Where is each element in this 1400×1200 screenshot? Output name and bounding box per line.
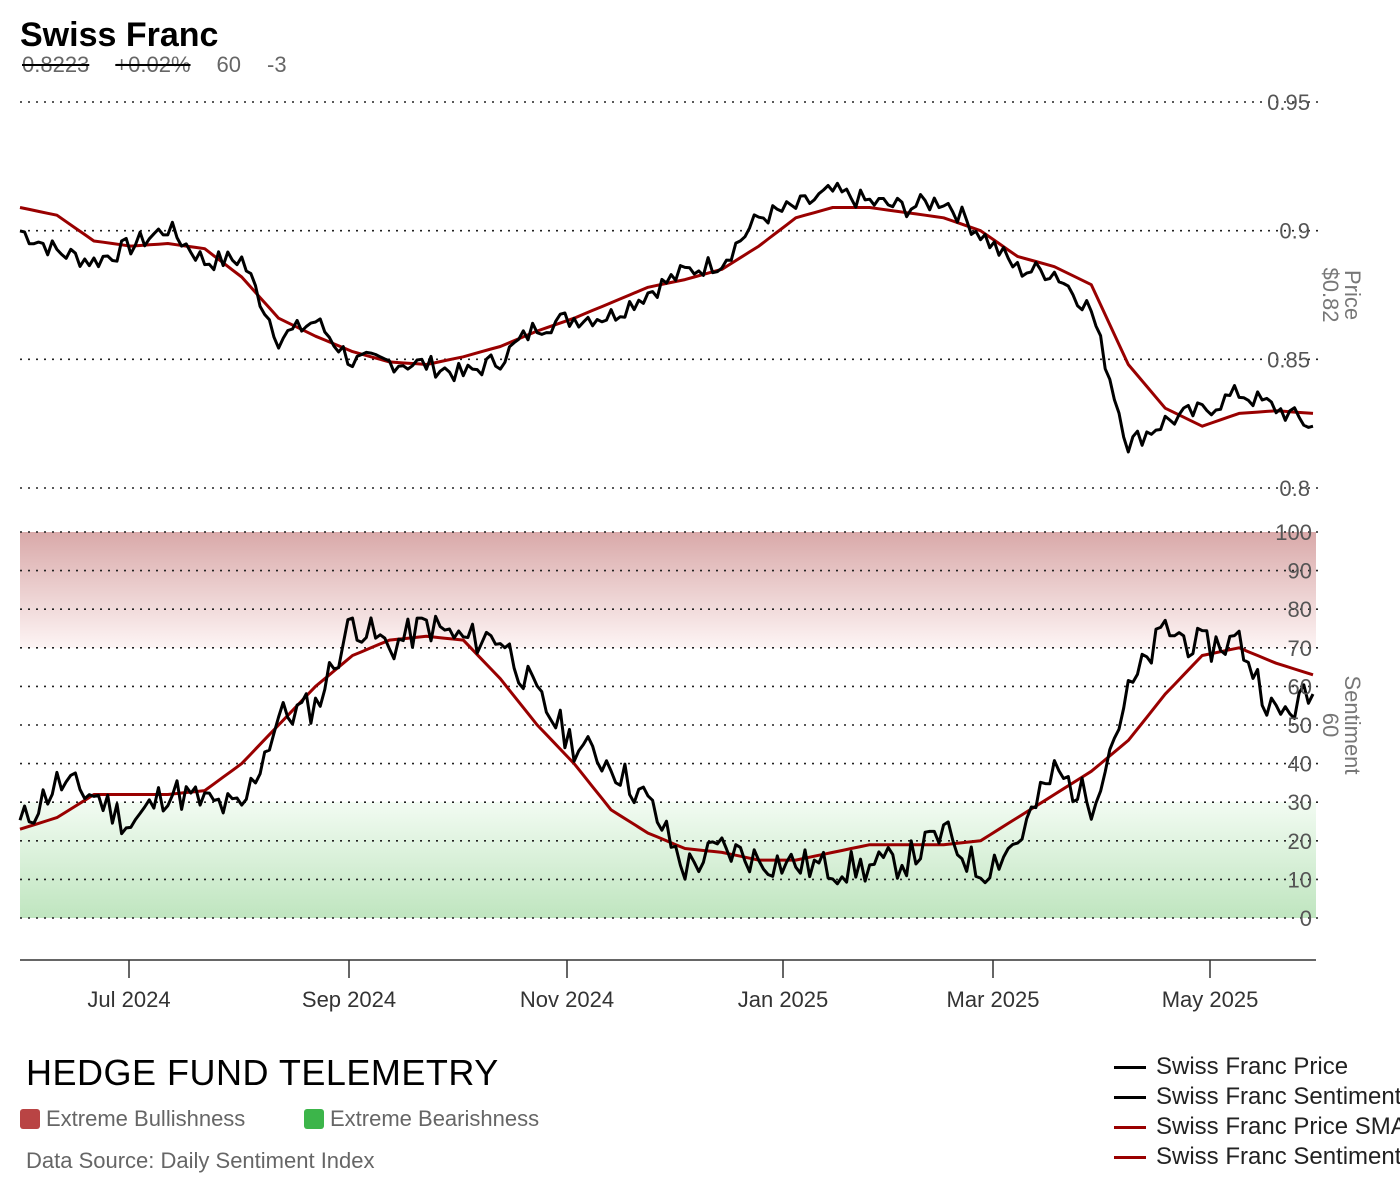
legend-swatch (1114, 1155, 1146, 1159)
price-tick-label: 0.9 (1279, 219, 1310, 244)
price-tick-label: 0.8 (1279, 476, 1310, 501)
sentiment-tick-label: 90 (1288, 559, 1312, 584)
extreme-bearish-zone (20, 802, 1316, 918)
x-tick-label: Mar 2025 (947, 987, 1040, 1012)
price-tick-label: 0.95 (1267, 90, 1310, 115)
x-tick-label: May 2025 (1162, 987, 1259, 1012)
sentiment-sma-line (19, 634, 1314, 862)
extreme-bullish-zone (20, 532, 1316, 648)
sentiment-tick-label: 80 (1288, 597, 1312, 622)
sentiment-axis-label: Sentiment (1340, 675, 1365, 774)
sentiment-tick-label: 100 (1275, 520, 1312, 545)
sentiment-tick-label: 20 (1288, 829, 1312, 854)
legend-label: Swiss Franc Sentiment (1156, 1083, 1400, 1110)
data-source: Data Source: Daily Sentiment Index (26, 1148, 375, 1173)
sentiment-tick-label: 50 (1288, 713, 1312, 738)
legend-item-price: Swiss Franc Price (1114, 1052, 1400, 1082)
sentiment-tick-label: 10 (1288, 867, 1312, 892)
stats-row: 0.8223 +0.02% 60 -3 (22, 52, 313, 78)
legend-item-sentiment: Swiss Franc Sentiment (1114, 1082, 1400, 1112)
x-tick-label: Jul 2024 (87, 987, 170, 1012)
bear-key-label: Extreme Bearishness (330, 1106, 540, 1131)
x-tick-label: Nov 2024 (520, 987, 614, 1012)
brand-name: HEDGE FUND TELEMETRY (26, 1052, 499, 1093)
x-tick-label: Sep 2024 (302, 987, 396, 1012)
sentiment-tick-label: 40 (1288, 752, 1312, 777)
price-value: 0.8223 (22, 52, 90, 77)
sentiment-value: 60 (216, 52, 242, 77)
x-tick-label: Jan 2025 (738, 987, 829, 1012)
price-change: +0.02% (115, 52, 191, 77)
legend-label: Swiss Franc Sentiment SMA (1156, 1143, 1400, 1170)
legend-label: Swiss Franc Price (1156, 1053, 1349, 1080)
bear-swatch (304, 1109, 324, 1129)
legend-item-sentiment-sma: Swiss Franc Sentiment SMA (1114, 1142, 1400, 1172)
bull-key: Extreme Bullishness (20, 1106, 245, 1132)
price-axis-label: Price (1340, 270, 1365, 320)
sentiment-tick-label: 30 (1288, 790, 1312, 815)
price-sma-line (19, 206, 1314, 428)
sentiment-change: -3 (267, 52, 287, 77)
price-tick-label: 0.85 (1267, 347, 1310, 372)
sentiment-tick-label: 70 (1288, 636, 1312, 661)
legend-swatch (1114, 1095, 1146, 1099)
price-line (19, 181, 1314, 454)
chart-title: Swiss Franc (20, 16, 219, 54)
legend-item-price-sma: Swiss Franc Price SMA (1114, 1112, 1400, 1142)
legend-swatch (1114, 1065, 1146, 1069)
legend-swatch (1114, 1125, 1146, 1129)
bull-key-label: Extreme Bullishness (46, 1106, 246, 1131)
sentiment-line (18, 614, 1315, 886)
price-current-label: $0.82 (1318, 267, 1343, 322)
sentiment-tick-label: 0 (1300, 906, 1312, 931)
chart-legend: Swiss Franc Price Swiss Franc Sentiment … (1114, 1052, 1400, 1172)
legend-label: Swiss Franc Price SMA (1156, 1113, 1400, 1140)
sentiment-tick-label: 60 (1288, 674, 1312, 699)
bear-key: Extreme Bearishness (304, 1106, 539, 1132)
sentiment-current-label: 60 (1318, 713, 1343, 737)
bull-swatch (20, 1109, 40, 1129)
